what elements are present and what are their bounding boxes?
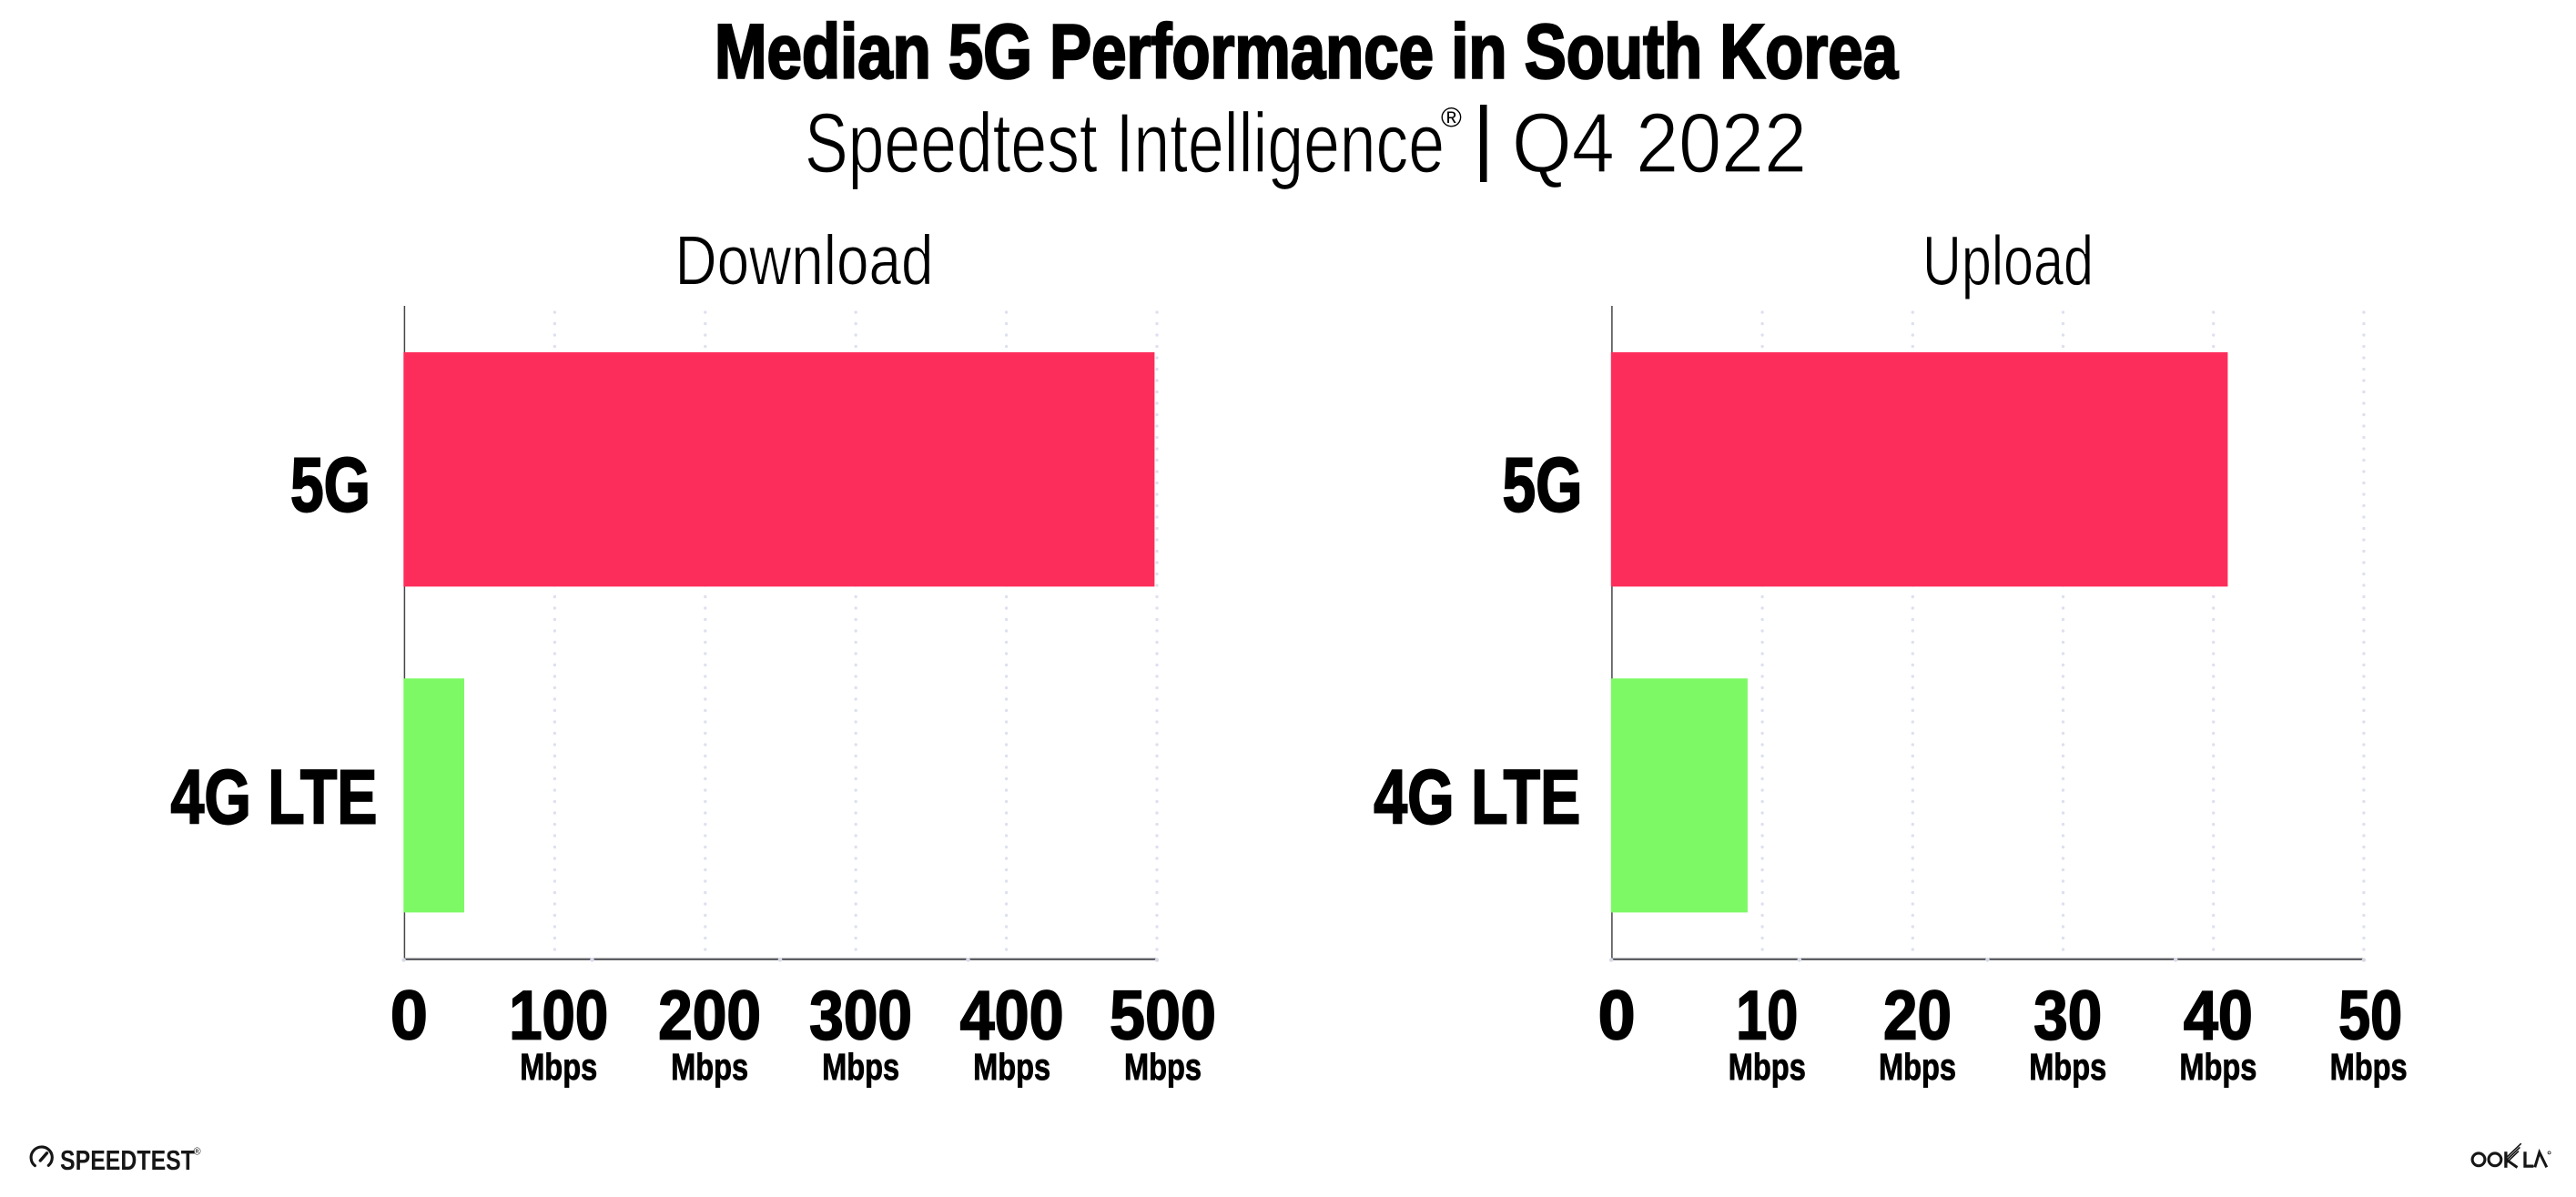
svg-text:200: 200: [658, 977, 761, 1054]
svg-text:SPEEDTEST: SPEEDTEST: [60, 1145, 195, 1176]
svg-text:Mbps: Mbps: [973, 1046, 1050, 1088]
svg-text:300: 300: [809, 977, 912, 1054]
svg-text:Median 5G Performance in South: Median 5G Performance in South Korea: [715, 9, 1899, 95]
svg-text:50: 50: [2338, 977, 2402, 1054]
svg-text:20: 20: [1883, 977, 1952, 1054]
svg-text:5G: 5G: [1503, 441, 1583, 527]
svg-text:Mbps: Mbps: [2179, 1046, 2257, 1088]
svg-text:500: 500: [1110, 977, 1216, 1054]
svg-text:Mbps: Mbps: [822, 1046, 899, 1088]
svg-text:Mbps: Mbps: [1124, 1046, 1202, 1088]
svg-text:Speedtest Intelligence: Speedtest Intelligence: [805, 96, 1445, 190]
svg-text:Q4 2022: Q4 2022: [1512, 96, 1807, 190]
svg-text:Mbps: Mbps: [1729, 1046, 1806, 1088]
svg-text:400: 400: [960, 977, 1064, 1054]
svg-text:Upload: Upload: [1922, 222, 2094, 300]
svg-text:40: 40: [2184, 977, 2253, 1054]
svg-text:Download: Download: [675, 222, 934, 300]
svg-text:4G LTE: 4G LTE: [171, 755, 378, 840]
svg-text:Mbps: Mbps: [2330, 1046, 2408, 1088]
svg-text:10: 10: [1736, 977, 1798, 1054]
svg-text:Mbps: Mbps: [2029, 1046, 2106, 1088]
svg-text:5G: 5G: [290, 441, 370, 527]
svg-text:30: 30: [2033, 977, 2102, 1054]
svg-text:®: ®: [1441, 102, 1462, 134]
svg-text:0: 0: [1598, 977, 1636, 1054]
svg-text:®: ®: [194, 1147, 201, 1158]
svg-text:4G LTE: 4G LTE: [1374, 755, 1580, 840]
svg-text:Mbps: Mbps: [1879, 1046, 1956, 1088]
svg-text:Mbps: Mbps: [520, 1046, 597, 1088]
svg-text:Mbps: Mbps: [671, 1046, 748, 1088]
svg-text:100: 100: [509, 977, 608, 1054]
svg-text:0: 0: [390, 977, 428, 1054]
